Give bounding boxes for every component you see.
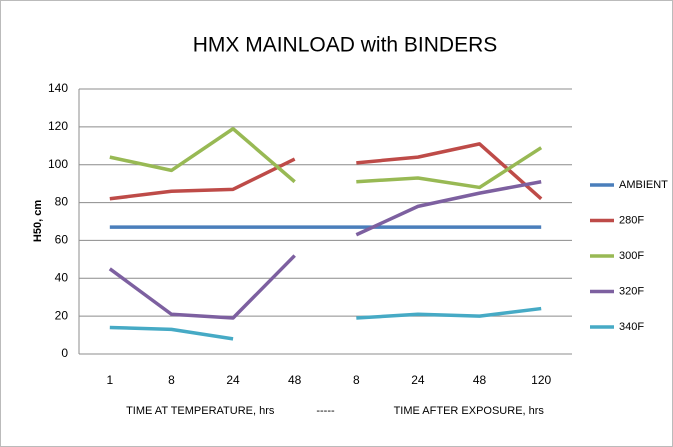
- x-group-label: TIME AFTER EXPOSURE, hrs: [394, 405, 545, 417]
- y-tick-label: 40: [55, 270, 69, 284]
- y-tick-label: 80: [55, 195, 69, 209]
- x-tick-label: 8: [353, 373, 360, 387]
- legend-label: 320F: [619, 285, 644, 297]
- x-tick-label: 48: [288, 373, 302, 387]
- series-line: [356, 306, 542, 320]
- y-tick-label: 20: [55, 308, 69, 322]
- x-tick-label: 1: [106, 373, 113, 387]
- series-line: [108, 254, 296, 320]
- series-line: [109, 157, 296, 201]
- series-line: [355, 180, 542, 237]
- series-line: [356, 142, 543, 201]
- x-tick-label: 8: [168, 373, 175, 387]
- y-tick-label: 0: [61, 346, 68, 360]
- series-line: [109, 325, 234, 341]
- legend-label: 280F: [619, 214, 644, 226]
- x-group-label: TIME AT TEMPERATURE, hrs: [126, 405, 275, 417]
- series-line: [109, 127, 296, 184]
- x-tick-label: 24: [226, 373, 240, 387]
- legend-label: 340F: [619, 321, 644, 333]
- y-tick-label: 60: [55, 233, 69, 247]
- y-axis-label: H50, cm: [32, 200, 44, 242]
- y-tick-label: 140: [48, 81, 68, 95]
- x-tick-label: 48: [473, 373, 487, 387]
- chart-title: HMX MAINLOAD with BINDERS: [193, 34, 498, 57]
- legend-label: AMBIENT: [619, 179, 668, 191]
- x-tick-label: 120: [531, 373, 551, 387]
- y-tick-label: 120: [48, 119, 68, 133]
- legend-label: 300F: [619, 250, 644, 262]
- series-line: [356, 146, 543, 190]
- group-separator: -----: [316, 405, 335, 417]
- y-tick-label: 100: [48, 157, 68, 171]
- x-tick-label: 24: [411, 373, 425, 387]
